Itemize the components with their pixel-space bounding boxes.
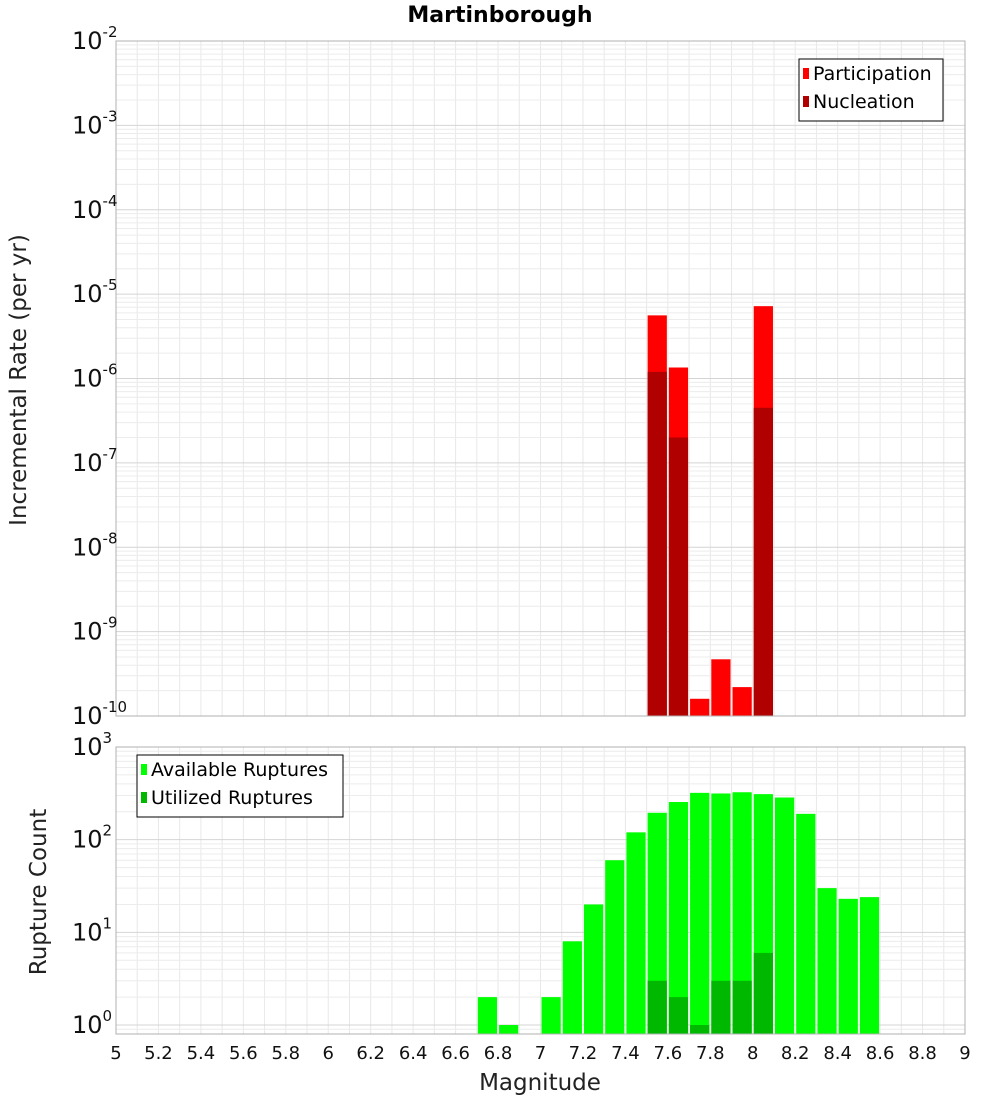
rate-legend-label: Nucleation xyxy=(813,91,915,113)
count-bar xyxy=(817,888,837,1034)
count-bar xyxy=(583,904,604,1034)
count-bar xyxy=(732,980,752,1034)
count-x-tick-label: 6.8 xyxy=(484,1043,513,1064)
count-x-tick-label: 6.6 xyxy=(441,1043,470,1064)
count-x-tick-label: 5.2 xyxy=(144,1043,173,1064)
rate-bar xyxy=(732,687,752,716)
rate-legend-box xyxy=(798,58,944,122)
count-legend-swatch xyxy=(141,764,147,775)
rate-legend: Participation Nucleation xyxy=(798,58,944,122)
count-bar xyxy=(562,941,582,1034)
count-bar xyxy=(499,1025,519,1034)
count-x-tick-label: 7 xyxy=(535,1043,546,1064)
count-x-tick-label: 7.2 xyxy=(569,1043,598,1064)
rate-y-tick-label: 10-2 xyxy=(72,23,118,55)
x-axis-label: Magnitude xyxy=(479,1070,601,1096)
count-x-tick-label: 8 xyxy=(747,1043,758,1064)
count-x-tick-label: 5.4 xyxy=(187,1043,216,1064)
rate-series-1 xyxy=(647,371,773,716)
count-bar xyxy=(605,860,625,1034)
count-panel: 100 101 102 103 5 5.2 5.4 5.6 5.8 6 6.2 6.4 6.6 6.8 7 7… xyxy=(72,729,971,1064)
count-x-tick-label: 7.8 xyxy=(696,1043,725,1064)
count-legend-swatch xyxy=(141,792,147,803)
count-y-tick-label: 102 xyxy=(72,822,112,854)
rate-bar xyxy=(668,437,689,716)
count-series-1 xyxy=(647,952,773,1034)
count-x-tick-label: 7.6 xyxy=(654,1043,683,1064)
count-x-tick-label: 8.4 xyxy=(823,1043,852,1064)
rate-bar xyxy=(711,659,731,716)
count-legend: Available Ruptures Utilized Ruptures xyxy=(136,754,344,818)
count-bar xyxy=(541,997,561,1034)
rate-y-tick-label: 10-8 xyxy=(72,529,118,561)
count-bar xyxy=(668,801,689,1034)
rate-y-tick-label: 10-4 xyxy=(72,192,118,224)
count-x-tick-label: 6 xyxy=(323,1043,334,1064)
count-series-0 xyxy=(477,792,880,1034)
count-x-tick-label: 7.4 xyxy=(611,1043,640,1064)
rate-bar xyxy=(753,407,773,716)
rate-panel: 10-10 10-9 10-8 10-7 10-6 10-5 10-4 10-3 10-2 Par… xyxy=(72,23,966,730)
count-legend-label: Available Ruptures xyxy=(151,759,328,781)
count-x-tick-label: 9 xyxy=(959,1043,970,1064)
rate-bar xyxy=(647,371,667,716)
count-bar xyxy=(647,812,667,1034)
count-x-tick-label: 8.2 xyxy=(781,1043,810,1064)
rate-frame xyxy=(115,40,966,717)
y-axis-label-rate: Incremental Rate (per yr) xyxy=(6,234,32,526)
rate-y-tick-label: 10-6 xyxy=(72,361,118,393)
y-axis-label-count: Rupture Count xyxy=(26,809,52,975)
count-legend-box xyxy=(136,754,344,818)
rate-legend-swatch xyxy=(803,68,809,79)
count-bar xyxy=(690,792,710,1034)
rate-legend-label: Participation xyxy=(813,63,932,85)
rate-grid xyxy=(115,40,966,717)
count-bar xyxy=(732,792,752,1034)
rate-y-tick-label: 10-9 xyxy=(72,614,118,646)
count-x-tick-label: 5.8 xyxy=(271,1043,300,1064)
count-x-tick-label: 6.2 xyxy=(356,1043,385,1064)
count-x-tick-label: 8.6 xyxy=(866,1043,895,1064)
rate-y-tick-label: 10-3 xyxy=(72,107,118,139)
count-x-tick-label: 5 xyxy=(110,1043,121,1064)
chart-title: Martinborough xyxy=(407,3,592,28)
count-x-tick-label: 5.6 xyxy=(229,1043,258,1064)
count-bar xyxy=(477,997,498,1034)
count-x-tick-label: 6.4 xyxy=(399,1043,428,1064)
count-bar xyxy=(774,797,795,1034)
rate-y-tick-label: 10-5 xyxy=(72,276,118,308)
count-y-tick-label: 103 xyxy=(72,729,112,761)
count-bar xyxy=(690,1025,710,1034)
rate-y-tick-label: 10-10 xyxy=(72,698,127,730)
count-bar xyxy=(859,897,880,1034)
count-frame xyxy=(115,746,966,1035)
count-bar xyxy=(838,898,858,1034)
count-y-tick-label: 100 xyxy=(72,1007,112,1039)
count-y-tick-label: 101 xyxy=(72,914,112,946)
count-bar xyxy=(668,997,689,1034)
rate-y-tick-label: 10-7 xyxy=(72,445,118,477)
count-bar xyxy=(796,813,816,1034)
count-bar xyxy=(711,980,731,1034)
count-x-tick-label: 8.8 xyxy=(908,1043,937,1064)
count-legend-label: Utilized Ruptures xyxy=(151,787,313,809)
count-bar xyxy=(647,980,667,1034)
rate-legend-swatch xyxy=(803,96,809,107)
count-bar xyxy=(626,832,646,1034)
count-bar xyxy=(753,952,773,1034)
count-bar xyxy=(711,793,731,1034)
rate-bar xyxy=(690,698,710,716)
